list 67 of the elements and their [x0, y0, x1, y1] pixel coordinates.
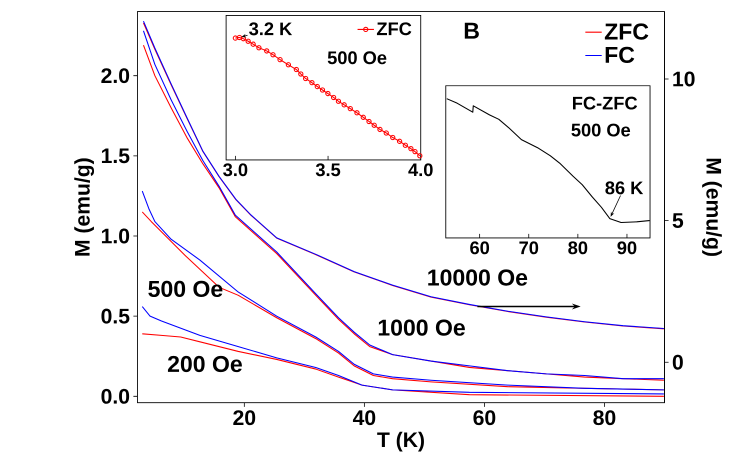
- point: [302, 76, 308, 82]
- x-tick-label: 4.0: [408, 163, 433, 176]
- x-tick-label: 80: [593, 410, 616, 426]
- legend-label: FC: [606, 46, 634, 63]
- point: [250, 42, 256, 47]
- point: [264, 48, 270, 54]
- y-tick-label: 0.5: [101, 308, 130, 324]
- y-tick-label: 1.5: [102, 148, 130, 164]
- point: [360, 114, 366, 120]
- x-tick-label: 3.0: [223, 163, 248, 176]
- point: [325, 90, 331, 96]
- annotation: FC-ZFC: [572, 96, 638, 110]
- annotation: 500 Oe: [328, 51, 386, 64]
- y-tick-label: 1.0: [102, 228, 130, 244]
- point: [372, 122, 377, 128]
- point: [384, 130, 389, 136]
- point: [298, 71, 304, 77]
- x-tick-label: 20: [233, 410, 256, 426]
- annotation: 200 Oe: [168, 356, 242, 372]
- point: [240, 36, 246, 42]
- point: [396, 138, 402, 144]
- legend-label: ZFC: [376, 22, 412, 36]
- x-tick-label: 80: [568, 241, 588, 254]
- x-axis-title: T (K): [377, 432, 424, 452]
- point: [348, 106, 353, 112]
- annotation: 1000 Oe: [378, 319, 465, 336]
- legend-label: ZFC: [604, 23, 648, 40]
- annotation: 500 Oe: [571, 124, 630, 136]
- annotation: B: [464, 22, 479, 39]
- x-tick-label: 60: [470, 241, 490, 254]
- point: [294, 66, 299, 72]
- point: [256, 45, 262, 50]
- y2-tick-label: 0: [672, 354, 683, 370]
- point: [366, 118, 372, 124]
- annotation: 86 K: [605, 181, 644, 194]
- y-axis-title: M (emu/g): [74, 158, 94, 256]
- y2-axis-title: M (emu/g): [702, 158, 722, 256]
- y2-tick-label: 5: [672, 213, 684, 228]
- point: [390, 134, 396, 140]
- point: [354, 110, 360, 116]
- line-series: [142, 306, 664, 394]
- point: [270, 52, 276, 58]
- point: [342, 102, 347, 108]
- x-tick-label: 40: [352, 410, 376, 426]
- x-tick-label: 90: [617, 241, 636, 254]
- x-tick-label: 60: [473, 410, 496, 426]
- annotation: 3.2 K: [249, 22, 292, 36]
- point: [309, 80, 315, 86]
- y-tick-label: 2.0: [101, 68, 130, 84]
- x-tick-label: 70: [519, 241, 538, 254]
- point: [412, 148, 418, 154]
- annotation: 500 Oe: [148, 280, 222, 298]
- point: [408, 146, 414, 152]
- point: [402, 142, 408, 148]
- point: [330, 94, 336, 100]
- x-tick-label: 3.5: [316, 163, 340, 176]
- point: [314, 84, 320, 90]
- point: [246, 38, 251, 44]
- point: [277, 56, 283, 62]
- point: [236, 34, 242, 40]
- point: [286, 62, 292, 68]
- point: [320, 87, 326, 93]
- y-tick-label: 0.0: [101, 388, 130, 404]
- point: [336, 98, 342, 104]
- y2-tick-label: 10: [673, 71, 695, 86]
- point: [377, 126, 383, 132]
- annotation: 10000 Oe: [428, 269, 528, 286]
